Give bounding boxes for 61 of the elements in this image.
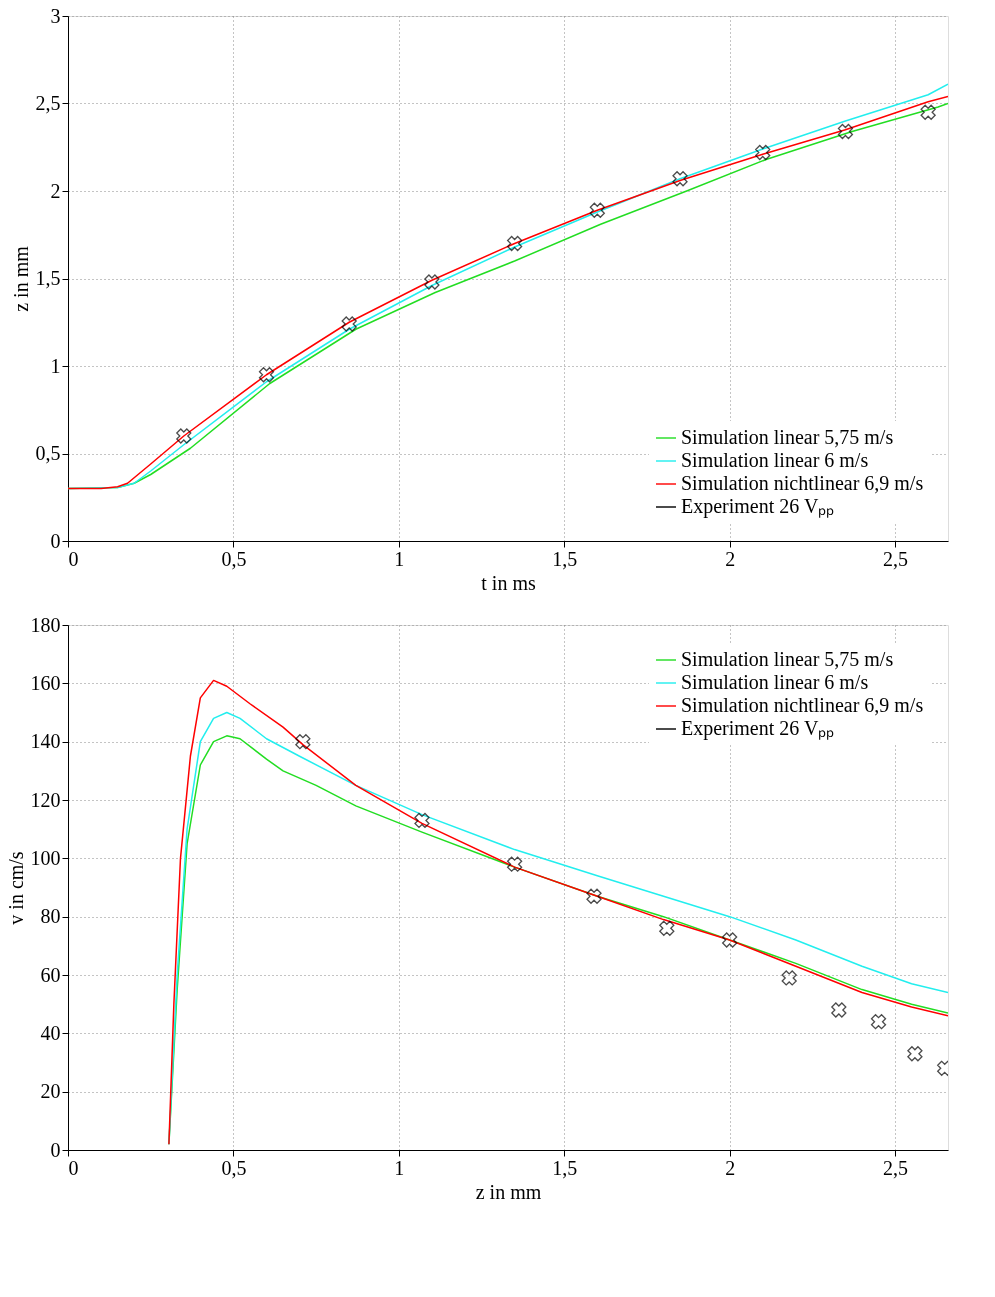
y-tick-label: 0 xyxy=(50,1138,61,1161)
point xyxy=(586,888,602,904)
legend-label: Simulation linear 6 m/s xyxy=(681,449,869,471)
point xyxy=(295,734,311,750)
legend-label: Simulation linear 5,75 m/s xyxy=(681,426,894,448)
x-tick-label: 1,5 xyxy=(552,1156,578,1179)
point xyxy=(258,367,275,383)
y-tick-label: 120 xyxy=(30,788,61,811)
x-tick-label: 0 xyxy=(68,547,79,570)
y-tick-label: 180 xyxy=(30,613,61,636)
x-tick-label: 1 xyxy=(394,547,405,570)
y-tick-label: 0 xyxy=(50,529,61,552)
point xyxy=(341,316,357,332)
point xyxy=(506,235,523,252)
point xyxy=(506,856,523,872)
x-tick-label: 1 xyxy=(394,1156,405,1179)
point xyxy=(755,144,771,161)
y-tick-label: 2,5 xyxy=(35,92,61,114)
point xyxy=(176,428,192,444)
y-axis-title: v in cm/s xyxy=(4,851,27,925)
x-tick-label: 2,5 xyxy=(883,1156,909,1179)
y-axis-title: z in mm xyxy=(9,245,32,312)
legend-label: Experiment 26 Vₚₚ xyxy=(681,717,835,740)
point xyxy=(424,274,440,290)
y-tick-label: 20 xyxy=(40,1080,61,1103)
y-tick-label: 1,5 xyxy=(35,267,61,289)
legend-label: Simulation nichtlinear 6,9 m/s xyxy=(681,694,924,716)
point xyxy=(870,1014,887,1030)
y-tick-label: 160 xyxy=(30,671,61,694)
point xyxy=(414,812,430,829)
y-tick-label: 3 xyxy=(50,4,61,27)
legend-label: Simulation nichtlinear 6,9 m/s xyxy=(681,472,924,494)
x-axis-title: t in ms xyxy=(481,571,536,594)
y-tick-label: 60 xyxy=(40,963,61,986)
x-tick-label: 2 xyxy=(725,1156,736,1179)
point xyxy=(837,123,854,140)
point xyxy=(831,1002,847,1018)
point xyxy=(907,1046,923,1062)
x-tick-label: 2,5 xyxy=(883,547,909,570)
x-tick-label: 2 xyxy=(725,547,736,570)
x-tick-label: 0 xyxy=(68,1156,79,1179)
legend-label: Simulation linear 6 m/s xyxy=(681,671,869,693)
legend-label: Experiment 26 Vₚₚ xyxy=(681,495,835,518)
y-tick-label: 140 xyxy=(30,730,61,753)
y-tick-label: 80 xyxy=(40,905,61,928)
y-tick-label: 2 xyxy=(50,179,61,202)
x-tick-label: 1,5 xyxy=(552,547,578,570)
point xyxy=(722,932,738,948)
point xyxy=(781,970,797,986)
y-tick-label: 1 xyxy=(50,354,61,377)
x-tick-label: 0,5 xyxy=(221,1156,247,1179)
legend-label: Simulation linear 5,75 m/s xyxy=(681,648,894,670)
point xyxy=(659,920,675,936)
point xyxy=(589,202,605,218)
y-tick-label: 40 xyxy=(40,1021,61,1044)
y-tick-label: 100 xyxy=(30,846,61,869)
x-tick-label: 0,5 xyxy=(221,547,247,570)
point xyxy=(920,104,936,120)
point xyxy=(672,171,688,187)
y-tick-label: 0,5 xyxy=(35,442,61,464)
x-axis-title: z in mm xyxy=(475,1180,542,1203)
